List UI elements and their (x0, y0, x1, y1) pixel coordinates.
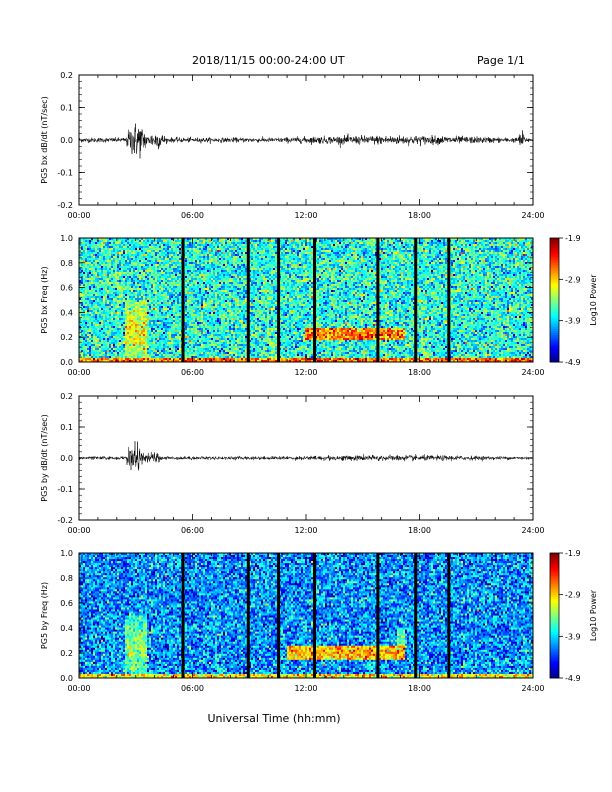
y-tick-label: 1.0 (60, 549, 73, 558)
y-tick-label: 1.0 (60, 234, 73, 243)
y-tick-label: -0.2 (57, 201, 73, 210)
x-tick-label: 06:00 (181, 526, 204, 535)
colorbar: -1.9 -2.9 -3.9 -4.9 Log10 Power (550, 234, 598, 367)
y-tick-label: 0.1 (60, 423, 73, 432)
spectrogram-image (79, 553, 533, 678)
colorbar-label: Log10 Power (589, 589, 598, 641)
spectrogram-image (79, 238, 533, 362)
data-gap-marker (277, 553, 280, 678)
x-tick-label: 24:00 (521, 211, 544, 220)
x-tick-label: 06:00 (181, 211, 204, 220)
y-axis-title: PG5 by dB/dt (nT/sec) (40, 414, 49, 501)
data-gap-marker (313, 553, 316, 678)
y-tick-label: 0.0 (60, 454, 73, 463)
x-tick-label: 18:00 (408, 368, 431, 377)
x-tick-label: 18:00 (408, 526, 431, 535)
x-tick-label: 18:00 (408, 684, 431, 693)
y-axis-title: PG5 bx Freq (Hz) (40, 266, 49, 333)
x-tick-label: 24:00 (521, 684, 544, 693)
y-tick-label: 0.1 (60, 104, 73, 113)
x-tick-label: 18:00 (408, 211, 431, 220)
x-tick-label: 00:00 (67, 526, 90, 535)
y-tick-label: 0.2 (60, 392, 73, 401)
colorbar-tick-label: -3.9 (565, 632, 581, 641)
y-tick-label: 0.8 (60, 574, 73, 583)
y-axis-title: PG5 by Freq (Hz) (40, 582, 49, 649)
x-tick-label: 24:00 (521, 368, 544, 377)
y-tick-label: 0.6 (60, 284, 73, 293)
x-tick-label: 24:00 (521, 526, 544, 535)
y-tick-label: -0.2 (57, 516, 73, 525)
data-gap-marker (447, 238, 450, 362)
data-gap-marker (247, 553, 250, 678)
x-tick-label: 12:00 (294, 526, 317, 535)
x-axis-title: Universal Time (hh:mm) (208, 712, 341, 725)
data-gap-marker (182, 238, 185, 362)
colorbar: -1.9 -2.9 -3.9 -4.9 Log10 Power (550, 549, 598, 683)
panel-by-waveform: 00:00 06:00 12:00 18:00 24:00 0.2 0.1 0.0 -0.1 -0… (40, 392, 545, 535)
y-tick-label: 0.4 (60, 308, 73, 317)
y-tick-label: 0.2 (60, 649, 73, 658)
y-tick-label: 0.8 (60, 259, 73, 268)
x-tick-label: 12:00 (294, 368, 317, 377)
panel-bx-waveform: 00:00 06:00 12:00 18:00 24:00 0.2 0.1 0.0 -0.1 -0… (40, 71, 545, 220)
data-gap-marker (376, 238, 379, 362)
colorbar-tick-label: -4.9 (565, 674, 581, 683)
x-tick-label: 06:00 (181, 368, 204, 377)
x-tick-label: 00:00 (67, 684, 90, 693)
y-tick-label: 0.0 (60, 358, 73, 367)
data-gap-marker (414, 553, 417, 678)
y-tick-label: 0.6 (60, 599, 73, 608)
x-tick-label: 12:00 (294, 211, 317, 220)
data-gap-marker (313, 238, 316, 362)
data-gap-marker (247, 238, 250, 362)
colorbar-tick-label: -4.9 (565, 358, 581, 367)
data-gap-marker (182, 553, 185, 678)
y-axis-title: PG5 bx dB/dt (nT/sec) (40, 96, 49, 183)
data-gap-marker (277, 238, 280, 362)
x-tick-label: 12:00 (294, 684, 317, 693)
y-tick-label: 0.0 (60, 136, 73, 145)
y-tick-label: 0.2 (60, 71, 73, 80)
colorbar-tick-label: -1.9 (565, 549, 581, 558)
waveform-series (79, 441, 533, 471)
y-tick-label: -0.1 (57, 485, 73, 494)
y-tick-label: -0.1 (57, 169, 73, 178)
data-gap-marker (447, 553, 450, 678)
y-tick-label: 0.2 (60, 333, 73, 342)
data-gap-marker (376, 553, 379, 678)
colorbar-tick-label: -2.9 (565, 275, 581, 284)
x-tick-label: 00:00 (67, 211, 90, 220)
colorbar-label: Log10 Power (589, 274, 598, 326)
colorbar-tick-label: -3.9 (565, 317, 581, 326)
y-tick-label: 0.4 (60, 624, 73, 633)
data-gap-marker (414, 238, 417, 362)
colorbar-tick-label: -2.9 (565, 591, 581, 600)
x-tick-label: 00:00 (67, 368, 90, 377)
colorbar-tick-label: -1.9 (565, 234, 581, 243)
x-tick-label: 06:00 (181, 684, 204, 693)
y-tick-label: 0.0 (60, 674, 73, 683)
waveform-series (79, 124, 533, 159)
figure: 00:00 06:00 12:00 18:00 24:00 0.2 0.1 0.0 -0.1 -0… (0, 0, 612, 792)
